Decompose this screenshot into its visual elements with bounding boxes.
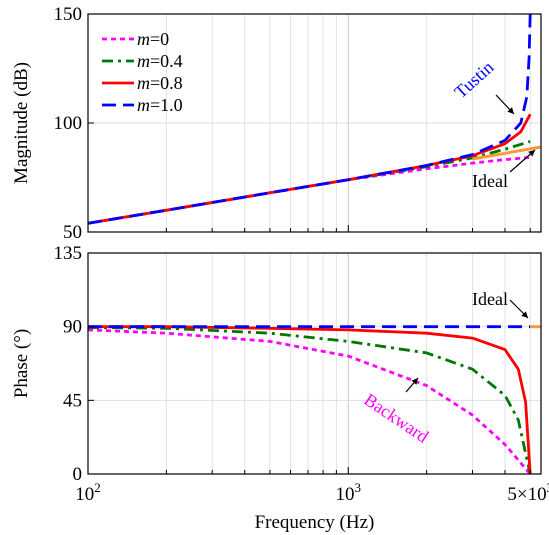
y-tick-label: 100 bbox=[54, 113, 83, 134]
series-group bbox=[88, 14, 541, 225]
annotation-ideal-phase-arrowhead bbox=[521, 311, 528, 318]
y-tick-label: 135 bbox=[54, 243, 83, 264]
series-line-m10 bbox=[88, 14, 532, 225]
y-tick-label: 90 bbox=[63, 317, 82, 338]
legend-label: m=0.4 bbox=[137, 51, 183, 71]
series-line-m04 bbox=[88, 326, 532, 474]
y-axis-label: Phase (°) bbox=[11, 329, 32, 398]
phase-panel: 0 45 90 135 Phase (°) 102 103 5×103 Frequency (H… bbox=[11, 243, 549, 533]
legend-label: m=0.8 bbox=[137, 73, 183, 93]
series-line-m0 bbox=[88, 156, 531, 225]
legend: m=0m=0.4m=0.8m=1.0 bbox=[102, 29, 183, 115]
y-tick-label: 45 bbox=[63, 390, 82, 411]
x-axis-label: Frequency (Hz) bbox=[255, 512, 375, 533]
series-ideal-line bbox=[472, 145, 541, 161]
y-axis-label: Magnitude (dB) bbox=[11, 62, 32, 184]
annotation-ideal-magnitude-arrowhead bbox=[528, 150, 535, 157]
plot-area bbox=[88, 253, 541, 474]
x-tick-label: 5×103 bbox=[507, 480, 549, 505]
magnitude-panel: 50 100 150 Magnitude (dB) m=0m=0.4m=0.8m=1.0 bbox=[11, 4, 542, 243]
annotation-backward-arrowhead bbox=[411, 378, 418, 385]
legend-label: m=1.0 bbox=[137, 95, 183, 115]
y-tick-label: 150 bbox=[54, 4, 83, 25]
annotation-ideal-magnitude: Ideal bbox=[472, 149, 536, 191]
annotation-ideal-magnitude-text: Ideal bbox=[472, 171, 508, 191]
series-line-m0 bbox=[88, 328, 532, 474]
x-tick-label: 102 bbox=[75, 480, 101, 505]
y-tick-label: 50 bbox=[63, 222, 82, 243]
legend-label: m=0 bbox=[137, 29, 169, 49]
axes-frame bbox=[87, 252, 542, 475]
annotation-ideal-phase-text: Ideal bbox=[472, 289, 508, 309]
annotation-ideal-phase: Ideal bbox=[472, 289, 529, 319]
y-tick-label: 0 bbox=[73, 464, 83, 485]
annotation-tustin-arrowhead bbox=[507, 107, 514, 114]
series-group bbox=[88, 325, 541, 474]
x-tick-label: 103 bbox=[336, 480, 362, 505]
